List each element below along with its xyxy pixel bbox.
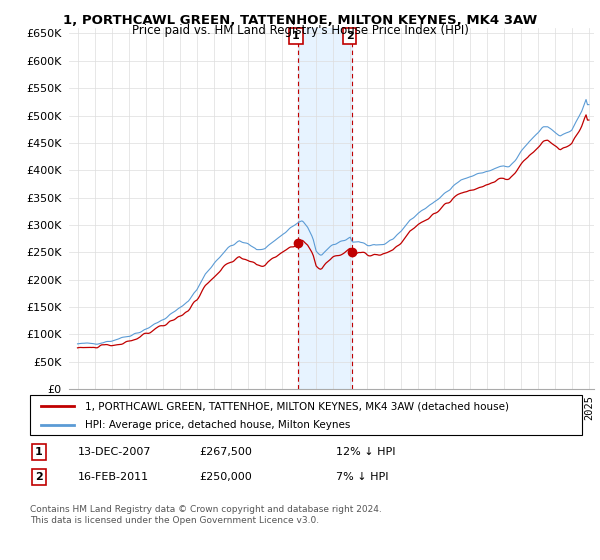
Text: HPI: Average price, detached house, Milton Keynes: HPI: Average price, detached house, Milt… [85, 419, 350, 430]
Text: Contains HM Land Registry data © Crown copyright and database right 2024.
This d: Contains HM Land Registry data © Crown c… [30, 505, 382, 525]
Text: 13-DEC-2007: 13-DEC-2007 [78, 447, 151, 457]
Text: 16-FEB-2011: 16-FEB-2011 [78, 472, 149, 482]
Text: Price paid vs. HM Land Registry's House Price Index (HPI): Price paid vs. HM Land Registry's House … [131, 24, 469, 36]
Text: 1, PORTHCAWL GREEN, TATTENHOE, MILTON KEYNES, MK4 3AW (detached house): 1, PORTHCAWL GREEN, TATTENHOE, MILTON KE… [85, 401, 509, 411]
Text: 2: 2 [346, 31, 353, 41]
Text: £267,500: £267,500 [199, 447, 252, 457]
Text: 12% ↓ HPI: 12% ↓ HPI [336, 447, 395, 457]
Text: 1: 1 [35, 447, 43, 457]
Text: 7% ↓ HPI: 7% ↓ HPI [336, 472, 389, 482]
FancyBboxPatch shape [30, 395, 582, 435]
Bar [298, 28, 352, 389]
Text: 1, PORTHCAWL GREEN, TATTENHOE, MILTON KEYNES, MK4 3AW: 1, PORTHCAWL GREEN, TATTENHOE, MILTON KE… [63, 14, 537, 27]
Text: £250,000: £250,000 [199, 472, 252, 482]
Text: 2: 2 [35, 472, 43, 482]
Text: 1: 1 [292, 31, 300, 41]
